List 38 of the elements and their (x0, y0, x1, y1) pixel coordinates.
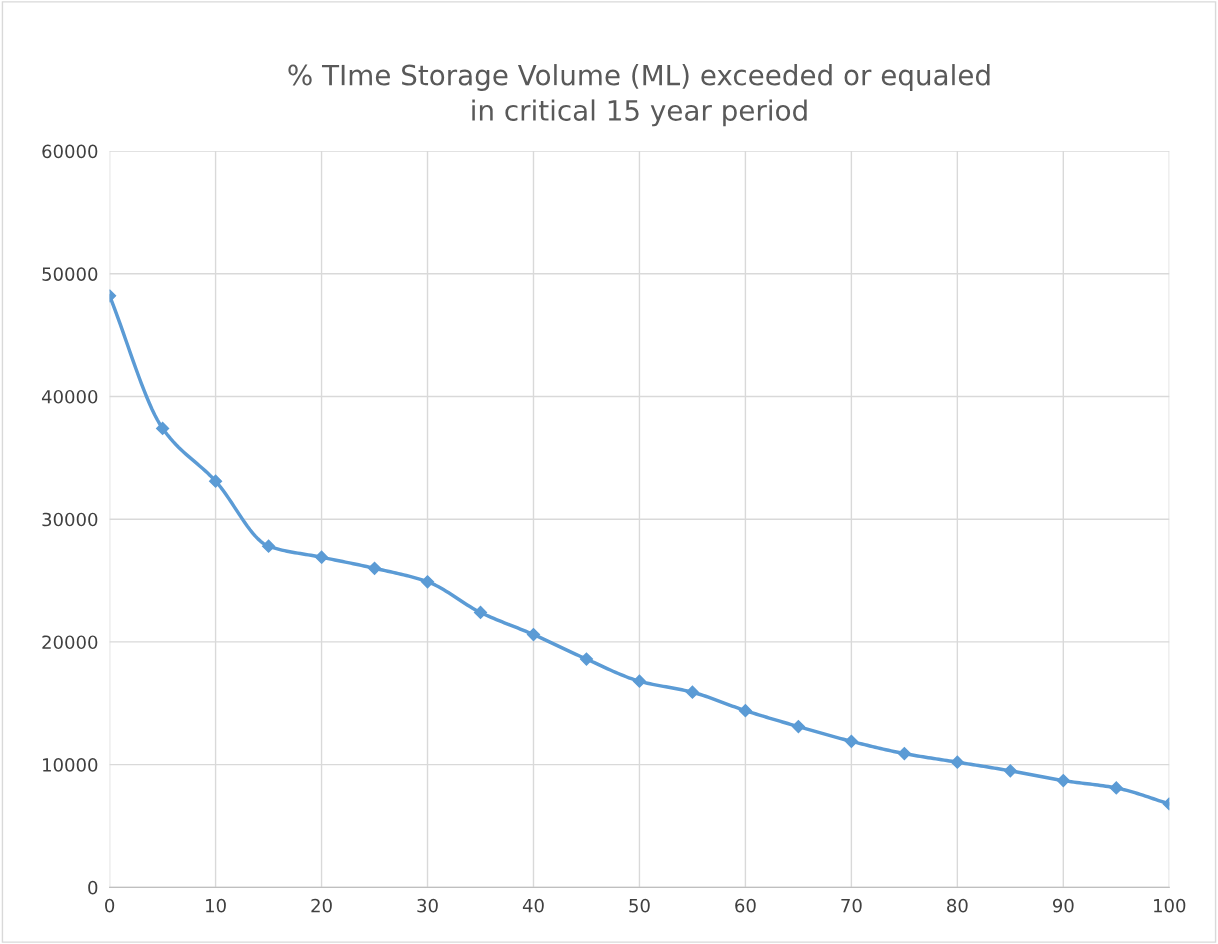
x-tick-label: 70 (841, 898, 862, 913)
point (950, 755, 964, 769)
point (208, 474, 223, 488)
point (1056, 774, 1070, 788)
y-tick-label: 20000 (42, 635, 98, 650)
point (1109, 781, 1123, 795)
x-tick-label: 60 (735, 898, 756, 913)
y-tick-label: 60000 (42, 144, 98, 159)
x-tick-label: 20 (311, 898, 332, 913)
y-tick-label: 0 (88, 880, 98, 895)
y-tick-label: 10000 (43, 758, 98, 772)
point (791, 720, 805, 734)
point (473, 605, 488, 620)
y-tick-label: 30000 (42, 512, 98, 527)
point (632, 674, 647, 688)
point (314, 550, 329, 564)
x-tick-label: 40 (522, 898, 544, 913)
point (261, 539, 276, 553)
point (1003, 764, 1017, 778)
x-tick-label: 0 (105, 898, 115, 913)
point (685, 685, 700, 699)
point (579, 652, 594, 666)
y-tick-label: 40000 (41, 389, 98, 404)
chart-title: % TIme Storage Volume (ML) exceeded or equaled in critical 15 year period (288, 64, 990, 127)
point (420, 575, 435, 589)
x-tick-label: 30 (417, 898, 438, 913)
point (367, 561, 382, 575)
point (844, 734, 858, 748)
point (738, 704, 753, 718)
point (897, 747, 911, 761)
x-tick-label: 10 (206, 898, 226, 913)
x-tick-label: 50 (629, 898, 650, 913)
point (156, 421, 170, 435)
x-tick-label: 80 (947, 898, 968, 913)
x-tick-label: 100 (1154, 898, 1186, 913)
y-tick-label: 50000 (42, 267, 98, 281)
x-tick-label: 90 (1052, 898, 1074, 913)
point (526, 627, 541, 642)
